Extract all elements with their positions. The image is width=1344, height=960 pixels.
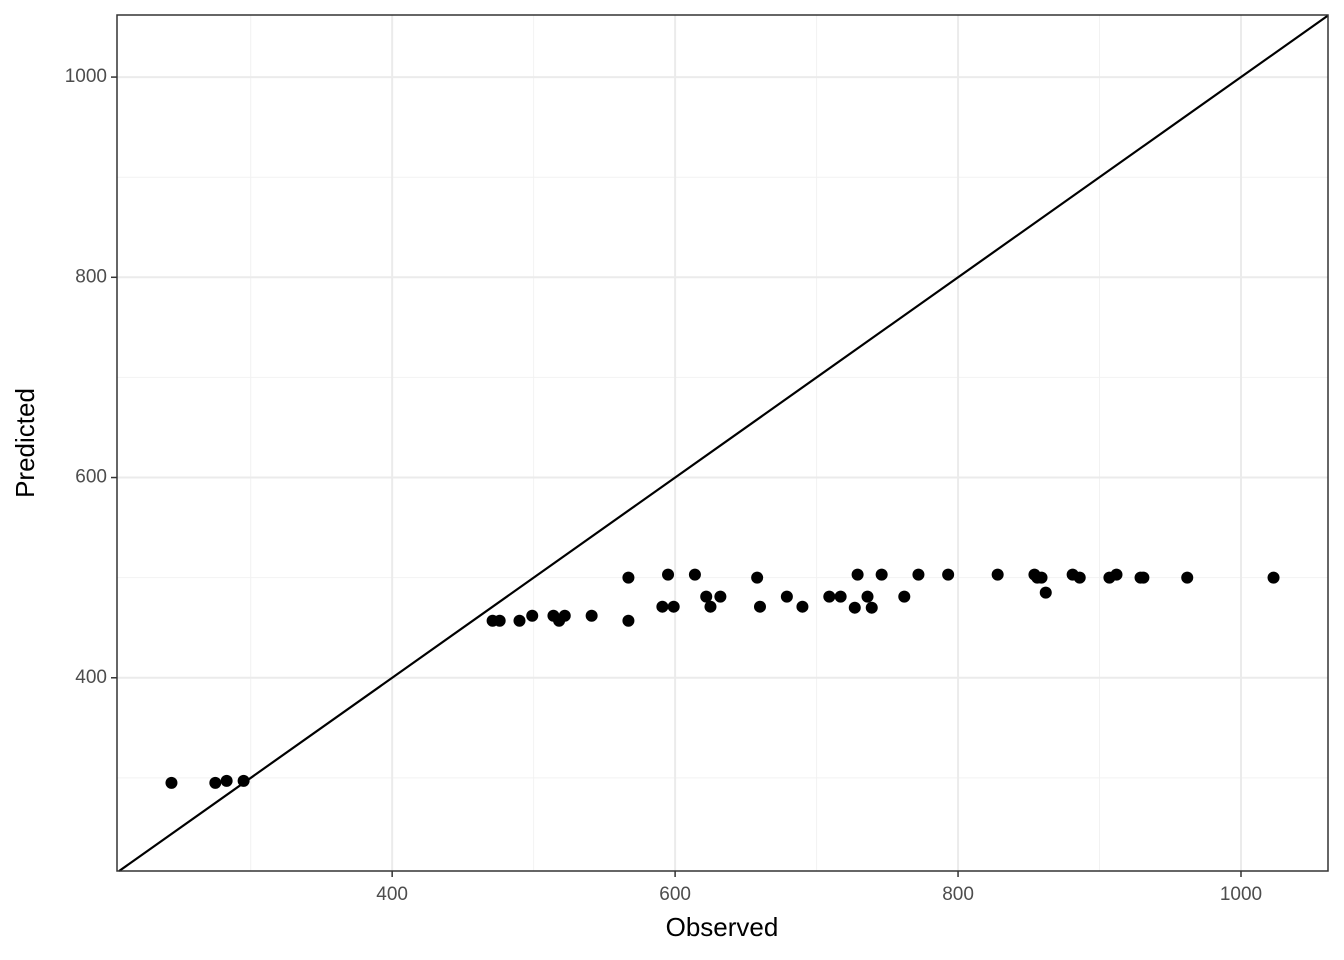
x-tick-label: 400 (376, 884, 408, 905)
point (823, 590, 836, 603)
point (851, 568, 864, 581)
point (493, 614, 506, 627)
point (622, 614, 635, 627)
point (237, 774, 250, 787)
point (1137, 571, 1150, 584)
point (662, 568, 675, 581)
y-tick-label: 400 (75, 667, 107, 688)
point (558, 609, 571, 622)
point (513, 614, 526, 627)
point (220, 774, 233, 787)
x-tick-label: 600 (659, 884, 691, 905)
point (714, 590, 727, 603)
point (1181, 571, 1194, 584)
point (656, 600, 669, 613)
point (991, 568, 1004, 581)
point (1073, 571, 1086, 584)
point (209, 776, 222, 789)
point (751, 571, 764, 584)
point (1110, 568, 1123, 581)
point (865, 601, 878, 614)
y-tick-label: 600 (75, 467, 107, 488)
point (848, 601, 861, 614)
y-tick-label: 800 (75, 266, 107, 287)
point (1267, 571, 1280, 584)
point (622, 571, 635, 584)
point (1039, 586, 1052, 599)
point (796, 600, 809, 613)
y-tick-label: 1000 (65, 66, 107, 87)
x-tick-label: 800 (942, 884, 974, 905)
panel-border (116, 14, 1329, 872)
identity-line (118, 14, 1329, 872)
point (165, 776, 178, 789)
point (667, 600, 680, 613)
y-axis-title: Predicted (10, 388, 40, 498)
x-tick-label: 1000 (1220, 884, 1262, 905)
point (753, 600, 766, 613)
point (942, 568, 955, 581)
point (861, 590, 874, 603)
point (912, 568, 925, 581)
point (704, 600, 717, 613)
x-axis-title: Observed (666, 912, 779, 942)
point (526, 609, 539, 622)
point (898, 590, 911, 603)
point (875, 568, 888, 581)
point (1035, 571, 1048, 584)
point (585, 609, 598, 622)
point (834, 590, 847, 603)
point (780, 590, 793, 603)
point (700, 590, 713, 603)
point (688, 568, 701, 581)
